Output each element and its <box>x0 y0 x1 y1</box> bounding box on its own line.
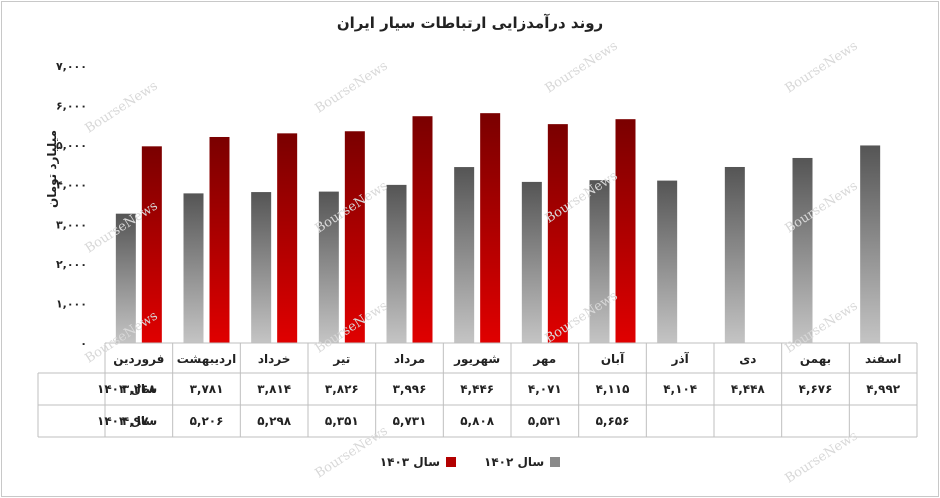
bar-1403 <box>277 133 298 343</box>
y-tick-label: ۳,۰۰۰ <box>56 218 87 231</box>
table-cell-value: ۴,۴۴۸ <box>731 382 766 396</box>
category-label: دی <box>739 352 756 366</box>
legend-swatch-1403 <box>446 457 456 467</box>
table-cell-value: ۵,۳۵۱ <box>325 414 359 428</box>
legend-item-1402: سال ۱۴۰۲ <box>484 455 561 469</box>
bar-1403 <box>547 124 568 343</box>
category-label: آذر <box>671 351 690 366</box>
table-cell-value: ۴,۰۷۱ <box>528 382 562 396</box>
table-cell-value: ۳,۷۸۱ <box>190 382 224 396</box>
legend: سال ۱۴۰۲ سال ۱۴۰۳ <box>0 455 940 469</box>
category-label: خرداد <box>258 352 291 366</box>
y-tick-label: ۲,۰۰۰ <box>56 258 87 271</box>
table-cell-value: ۵,۷۳۱ <box>393 414 427 428</box>
table-cell-value: ۳,۸۱۴ <box>257 382 291 396</box>
table-series-label: سال ۱۴۰۳ <box>97 414 157 428</box>
bar-1402 <box>454 167 475 343</box>
category-label: آبان <box>601 351 625 366</box>
table-series-label: سال ۱۴۰۲ <box>97 382 157 396</box>
category-label: بهمن <box>800 352 831 366</box>
bar-1403 <box>209 136 230 343</box>
table-cell-value: ۵,۶۵۶ <box>596 414 630 428</box>
bar-1402 <box>657 180 678 343</box>
bar-1402 <box>251 192 272 343</box>
y-tick-label: ۴,۰۰۰ <box>56 179 87 192</box>
bar-1402 <box>589 180 610 343</box>
table-cell-value: ۴,۹۷۰ <box>122 414 156 428</box>
table-cell-value: ۴,۹۹۲ <box>866 382 901 396</box>
legend-label-1403: سال ۱۴۰۳ <box>379 455 440 469</box>
bar-1403 <box>615 119 636 344</box>
category-label: اردیبهشت <box>177 352 236 366</box>
table-cell-value: ۵,۸۰۸ <box>460 414 495 428</box>
table-cell-value: ۳,۹۹۶ <box>393 382 427 396</box>
table-cell-value: ۴,۱۰۴ <box>663 382 697 396</box>
bar-1402 <box>183 193 204 343</box>
chart-title: روند درآمدزایی ارتباطات سیار ایران <box>336 14 604 32</box>
table-cell-value: ۴,۶۷۶ <box>799 382 833 396</box>
legend-swatch-1402 <box>550 457 561 467</box>
table-cell-value: ۴,۴۴۶ <box>460 382 494 396</box>
bar-1402 <box>792 157 813 343</box>
bar-1402 <box>521 181 542 343</box>
category-label: شهریور <box>453 352 500 367</box>
y-tick-label: ۷,۰۰۰ <box>56 60 87 73</box>
table-cell-value: ۵,۲۰۶ <box>190 414 224 428</box>
category-label: فروردین <box>113 352 164 367</box>
bar-1403 <box>344 131 365 343</box>
y-tick-label: ۰ <box>80 337 87 350</box>
bar-1402 <box>724 166 745 343</box>
y-tick-label: ۵,۰۰۰ <box>56 139 87 152</box>
bar-1403 <box>141 146 162 343</box>
bar-1402 <box>386 184 407 343</box>
y-tick-label: ۶,۰۰۰ <box>56 100 87 113</box>
category-label: مهر <box>532 352 556 366</box>
table-cell-value: ۵,۲۹۸ <box>257 414 292 428</box>
table-cell-value: ۳,۸۲۶ <box>325 382 359 396</box>
bar-1403 <box>480 113 501 343</box>
bar-1402 <box>115 213 136 343</box>
category-label: مرداد <box>394 352 425 366</box>
legend-label-1402: سال ۱۴۰۲ <box>484 455 545 469</box>
legend-item-1403: سال ۱۴۰۳ <box>380 455 456 469</box>
category-label: تیر <box>332 352 350 366</box>
table-cell-value: ۵,۵۳۱ <box>528 414 562 428</box>
category-label: اسفند <box>865 352 901 366</box>
table-cell-value: ۴,۱۱۵ <box>596 382 630 396</box>
y-tick-label: ۱,۰۰۰ <box>56 297 87 310</box>
bar-1402 <box>860 145 881 343</box>
bar-1403 <box>412 116 433 343</box>
table-cell-value: ۳,۲۶۸ <box>122 382 157 396</box>
bar-1402 <box>318 191 339 343</box>
